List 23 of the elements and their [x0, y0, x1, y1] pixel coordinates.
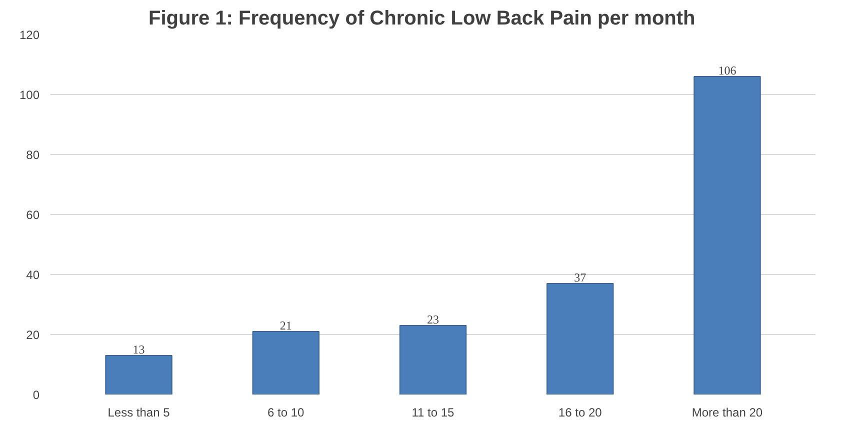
- y-tick-label: 80: [26, 148, 40, 162]
- x-tick-label: 11 to 15: [412, 406, 455, 420]
- bar: [105, 355, 172, 394]
- y-tick-label: 20: [26, 328, 40, 342]
- y-tick-label: 100: [19, 88, 40, 102]
- data-label: 23: [427, 312, 439, 326]
- x-tick-label: 16 to 20: [558, 406, 602, 420]
- y-tick-label: 60: [26, 208, 40, 222]
- bar: [546, 283, 614, 394]
- bar: [399, 325, 467, 394]
- data-label: 37: [574, 270, 586, 284]
- y-tick-label: 120: [19, 28, 40, 42]
- x-tick-label: Less than 5: [108, 406, 170, 420]
- data-label: 106: [718, 64, 736, 78]
- bar: [694, 76, 761, 394]
- chart-title: Figure 1: Frequency of Chronic Low Back Pain per month: [148, 8, 696, 30]
- data-label: 21: [280, 318, 292, 332]
- y-tick-label: 0: [32, 388, 40, 402]
- y-tick-label: 40: [26, 268, 40, 282]
- x-tick-label: More than 20: [692, 406, 763, 420]
- bar: [252, 331, 320, 394]
- x-tick-label: 6 to 10: [268, 406, 305, 420]
- data-label: 13: [132, 342, 145, 356]
